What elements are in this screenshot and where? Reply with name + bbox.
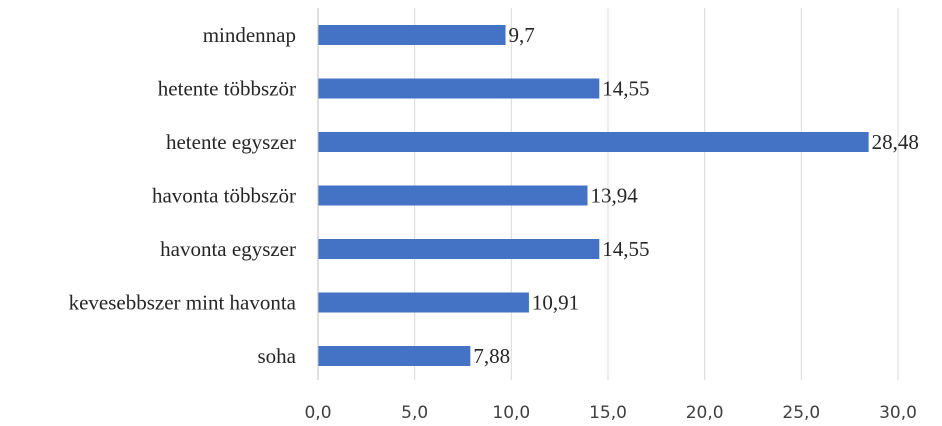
- category-label: havonta egyszer: [160, 237, 296, 261]
- x-tick-label: 15,0: [589, 403, 627, 423]
- data-label: 10,91: [532, 291, 579, 315]
- category-label: mindennap: [203, 23, 296, 47]
- bar: [318, 78, 600, 99]
- data-label: 9,7: [509, 23, 535, 47]
- x-tick-label: 30,0: [879, 403, 917, 423]
- value-labels: 9,7 14,55 28,48 13,94 14,55 10,91 7,88: [473, 23, 919, 368]
- x-axis-tick-labels: 0,0 5,0 10,0 15,0 20,0 25,0 30,0: [304, 403, 916, 423]
- bar: [318, 25, 506, 45]
- data-label: 13,94: [591, 184, 639, 208]
- bar: [318, 185, 588, 206]
- data-label: 7,88: [473, 344, 510, 368]
- category-label: kevesebbszer mint havonta: [69, 291, 297, 315]
- x-tick-label: 5,0: [401, 403, 428, 423]
- category-label: soha: [258, 344, 297, 368]
- x-tick-label: 10,0: [492, 403, 530, 423]
- category-label: havonta többször: [152, 184, 296, 208]
- gridlines: [414, 8, 899, 380]
- category-label: hetente többször: [158, 77, 296, 101]
- bar: [318, 346, 471, 366]
- x-tick-label: 25,0: [782, 403, 820, 423]
- bars: [318, 25, 869, 366]
- x-tick-label: 20,0: [686, 403, 724, 423]
- data-label: 14,55: [602, 237, 649, 261]
- data-label: 14,55: [602, 77, 649, 101]
- bar: [318, 132, 869, 152]
- bar: [318, 239, 600, 259]
- bar: [318, 292, 529, 313]
- category-label: hetente egyszer: [166, 130, 296, 154]
- x-tick-label: 0,0: [304, 403, 331, 423]
- data-label: 28,48: [872, 130, 919, 154]
- category-labels: mindennap hetente többször hetente egyszer…: [69, 23, 297, 368]
